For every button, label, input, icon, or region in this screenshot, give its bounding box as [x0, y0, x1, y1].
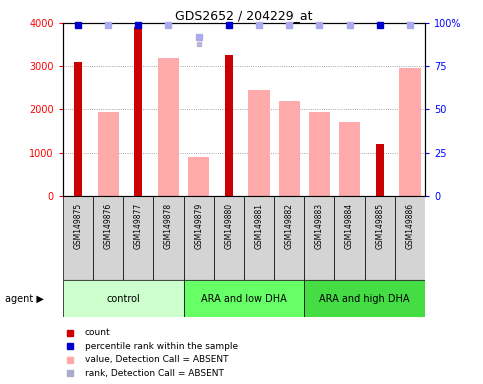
Bar: [304, 280, 425, 317]
Bar: [248, 90, 270, 196]
Bar: [184, 196, 213, 280]
Text: GSM149882: GSM149882: [284, 203, 294, 248]
Bar: [309, 112, 330, 196]
Text: ARA and low DHA: ARA and low DHA: [201, 293, 287, 304]
Bar: [304, 196, 334, 280]
Text: GSM149884: GSM149884: [345, 203, 354, 249]
Text: ARA and high DHA: ARA and high DHA: [319, 293, 410, 304]
Bar: [134, 27, 142, 196]
Text: GSM149880: GSM149880: [224, 203, 233, 249]
Text: GSM149878: GSM149878: [164, 203, 173, 249]
Bar: [274, 196, 304, 280]
Bar: [339, 122, 360, 196]
Bar: [188, 157, 209, 196]
Bar: [279, 101, 300, 196]
Text: GSM149886: GSM149886: [405, 203, 414, 249]
Text: GSM149885: GSM149885: [375, 203, 384, 249]
Title: GDS2652 / 204229_at: GDS2652 / 204229_at: [175, 9, 313, 22]
Text: count: count: [85, 328, 110, 338]
Bar: [244, 196, 274, 280]
Text: percentile rank within the sample: percentile rank within the sample: [85, 342, 238, 351]
Bar: [399, 68, 421, 196]
Text: GSM149877: GSM149877: [134, 203, 143, 249]
Text: control: control: [106, 293, 140, 304]
Bar: [98, 112, 119, 196]
Bar: [158, 58, 179, 196]
Bar: [154, 196, 184, 280]
Text: agent ▶: agent ▶: [5, 293, 43, 304]
Bar: [184, 280, 304, 317]
Bar: [93, 196, 123, 280]
Text: GSM149879: GSM149879: [194, 203, 203, 249]
Bar: [365, 196, 395, 280]
Bar: [225, 55, 233, 196]
Text: GSM149875: GSM149875: [73, 203, 83, 249]
Text: value, Detection Call = ABSENT: value, Detection Call = ABSENT: [85, 355, 228, 364]
Bar: [334, 196, 365, 280]
Bar: [74, 62, 82, 196]
Text: GSM149883: GSM149883: [315, 203, 324, 249]
Bar: [63, 196, 93, 280]
Text: GSM149881: GSM149881: [255, 203, 264, 248]
Bar: [63, 280, 184, 317]
Bar: [213, 196, 244, 280]
Bar: [395, 196, 425, 280]
Text: GSM149876: GSM149876: [103, 203, 113, 249]
Text: rank, Detection Call = ABSENT: rank, Detection Call = ABSENT: [85, 369, 224, 378]
Bar: [376, 144, 384, 196]
Bar: [123, 196, 154, 280]
